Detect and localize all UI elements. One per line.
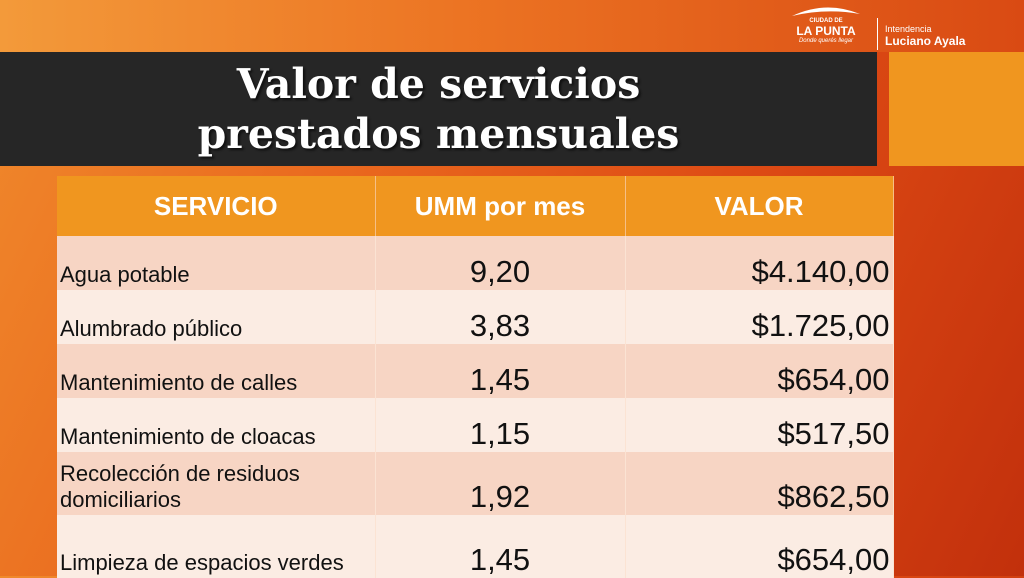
cell-servicio: Mantenimiento de calles [57, 344, 376, 398]
logo-city: CIUDAD DE LA PUNTA Donde querés llegar [788, 10, 864, 45]
cell-valor: $862,50 [625, 452, 894, 515]
cell-umm: 1,45 [375, 344, 626, 398]
cell-umm: 1,15 [375, 398, 626, 452]
header-valor: VALOR [625, 176, 894, 236]
cell-umm: 1,45 [375, 515, 626, 578]
cell-umm: 9,20 [375, 236, 626, 290]
header-umm: UMM por mes [375, 176, 626, 236]
table-row: Recolección de residuos domiciliarios 1,… [57, 452, 894, 515]
table-row: Mantenimiento de cloacas 1,15 $517,50 [57, 398, 894, 452]
table-row: Limpieza de espacios verdes 1,45 $654,00 [57, 515, 894, 578]
cell-valor: $517,50 [625, 398, 894, 452]
table-header-row: SERVICIO UMM por mes VALOR [57, 176, 894, 236]
services-table: SERVICIO UMM por mes VALOR Agua potable … [57, 176, 894, 578]
cell-valor: $1.725,00 [625, 290, 894, 344]
logo-city-small: CIUDAD DE [809, 18, 843, 24]
header-servicio: SERVICIO [57, 176, 376, 236]
slide-title: Valor de servicios prestados mensuales [0, 52, 877, 166]
cell-servicio: Alumbrado público [57, 290, 376, 344]
top-band [0, 0, 1024, 52]
logo-office: Intendencia Luciano Ayala [885, 24, 965, 48]
logo-city-tagline: Donde querés llegar [798, 38, 854, 44]
cell-servicio: Mantenimiento de cloacas [57, 398, 376, 452]
logo: CIUDAD DE LA PUNTA Donde querés llegar I… [780, 4, 1020, 50]
logo-office-name: Luciano Ayala [885, 34, 966, 48]
cell-valor: $4.140,00 [625, 236, 894, 290]
slide-title-line1: Valor de servicios [236, 60, 641, 108]
logo-divider [877, 18, 878, 50]
accent-box [889, 52, 1024, 166]
table-row: Agua potable 9,20 $4.140,00 [57, 236, 894, 290]
table-row: Mantenimiento de calles 1,45 $654,00 [57, 344, 894, 398]
table-row: Alumbrado público 3,83 $1.725,00 [57, 290, 894, 344]
cell-servicio: Limpieza de espacios verdes [57, 515, 376, 578]
title-bar [0, 52, 877, 166]
logo-office-label: Intendencia [885, 24, 932, 34]
cell-servicio: Recolección de residuos domiciliarios [57, 452, 376, 515]
cell-servicio: Agua potable [57, 236, 376, 290]
cell-umm: 3,83 [375, 290, 626, 344]
logo-city-name: LA PUNTA [796, 24, 856, 38]
cell-valor: $654,00 [625, 515, 894, 578]
slide-title-line2: prestados mensuales [197, 110, 680, 158]
cell-valor: $654,00 [625, 344, 894, 398]
cell-umm: 1,92 [375, 452, 626, 515]
logo-swoosh-icon [792, 7, 860, 16]
